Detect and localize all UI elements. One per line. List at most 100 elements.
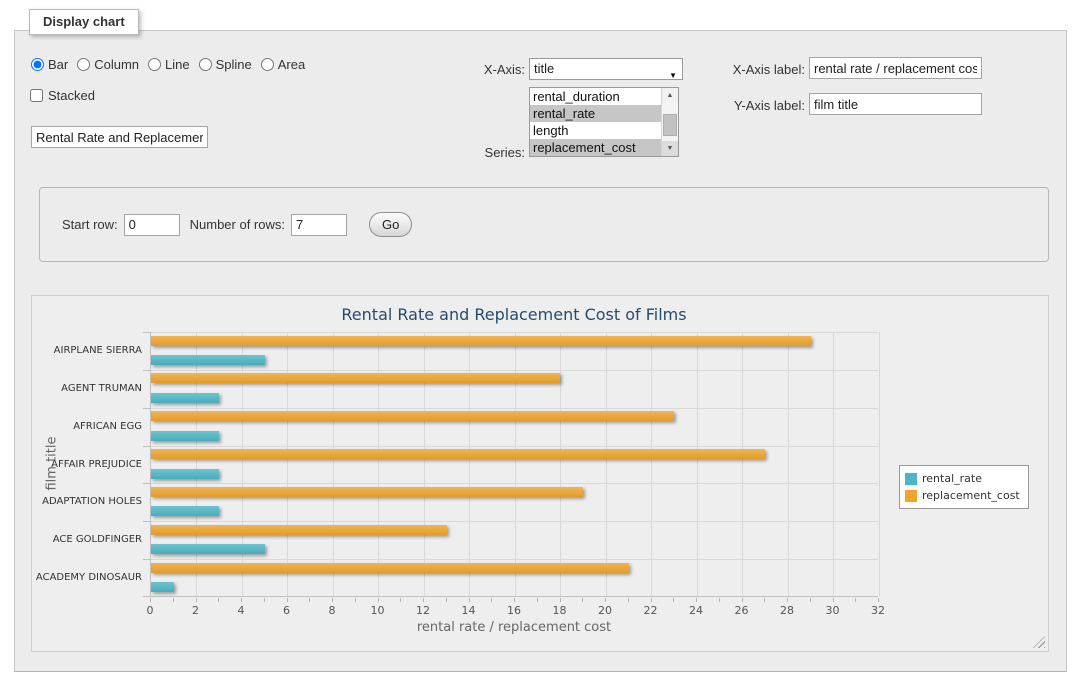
display-chart-fieldset: Display chart BarColumnLineSplineArea St… — [14, 30, 1067, 672]
start-row-input[interactable] — [124, 214, 180, 236]
category-tick — [143, 408, 150, 409]
gridline — [242, 332, 243, 596]
x-axis-tick — [696, 598, 697, 602]
legend-item-replacement_cost[interactable]: replacement_cost — [905, 487, 1020, 504]
legend-label: replacement_cost — [922, 489, 1020, 502]
scroll-down-icon[interactable]: ▼ — [662, 141, 678, 156]
y-axis-label-label: Y-Axis label: — [645, 98, 805, 113]
stacked-checkbox-row: Stacked — [30, 88, 95, 103]
legend-swatch-icon — [905, 490, 917, 502]
go-button[interactable]: Go — [369, 212, 412, 237]
gridline — [469, 332, 470, 596]
series-option-length[interactable]: length — [530, 122, 661, 139]
chart-type-option-line: Line — [148, 57, 190, 72]
legend-item-rental_rate[interactable]: rental_rate — [905, 470, 1020, 487]
x-axis-tick-label: 30 — [818, 604, 848, 617]
x-axis-tick — [833, 598, 834, 602]
x-axis-tick — [719, 598, 720, 602]
category-tick — [143, 559, 150, 560]
scrollbar-thumb[interactable] — [663, 114, 677, 136]
x-axis-tick-label: 24 — [681, 604, 711, 617]
x-axis-tick — [241, 598, 242, 602]
x-axis-tick — [423, 598, 424, 602]
chart-type-radio-spline[interactable] — [199, 58, 212, 71]
chart-type-option-column: Column — [77, 57, 139, 72]
gridline — [333, 332, 334, 596]
x-axis-tick — [196, 598, 197, 602]
category-label: AFRICAN EGG — [34, 421, 142, 432]
bar-replacement_cost — [151, 411, 674, 421]
bar-replacement_cost — [151, 487, 583, 497]
legend-swatch-icon — [905, 473, 917, 485]
chart-title-input[interactable] — [31, 126, 208, 148]
number-of-rows-input[interactable] — [291, 214, 347, 236]
chart-type-option-spline: Spline — [199, 57, 252, 72]
bar-rental_rate — [151, 506, 219, 516]
gridline — [151, 521, 878, 522]
y-axis-label-input[interactable] — [809, 93, 982, 115]
legend-label: rental_rate — [922, 472, 982, 485]
x-axis-tick-label: 10 — [363, 604, 393, 617]
x-axis-tick-label: 18 — [545, 604, 575, 617]
x-axis-tick-label: 0 — [135, 604, 165, 617]
x-axis-tick — [173, 598, 174, 602]
x-axis-tick — [810, 598, 811, 602]
x-axis-tick — [742, 598, 743, 602]
fieldset-legend: Display chart — [29, 9, 139, 35]
chart-type-label: Line — [165, 57, 190, 72]
x-axis-tick — [514, 598, 515, 602]
category-tick — [143, 521, 150, 522]
x-axis-select-label: X-Axis: — [405, 62, 525, 77]
category-label: AIRPLANE SIERRA — [34, 345, 142, 356]
number-of-rows-label: Number of rows: — [190, 217, 285, 232]
gridline — [151, 446, 878, 447]
gridline — [833, 332, 834, 596]
bar-rental_rate — [151, 544, 265, 554]
x-axis-tick — [605, 598, 606, 602]
bar-rental_rate — [151, 582, 174, 592]
x-axis-tick — [560, 598, 561, 602]
x-axis-tick — [628, 598, 629, 602]
series-option-replacement_cost[interactable]: replacement_cost — [530, 139, 661, 156]
x-axis-tick — [651, 598, 652, 602]
chart-title: Rental Rate and Replacement Cost of Film… — [150, 305, 878, 324]
x-axis-tick — [878, 598, 879, 602]
chart-type-radio-column[interactable] — [77, 58, 90, 71]
gridline — [651, 332, 652, 596]
x-axis-tick-label: 20 — [590, 604, 620, 617]
gridline — [879, 332, 880, 596]
stacked-label: Stacked — [48, 88, 95, 103]
x-axis-tick — [400, 598, 401, 602]
resize-handle-icon[interactable] — [1033, 636, 1045, 648]
gridline — [560, 332, 561, 596]
category-label: AFFAIR PREJUDICE — [34, 459, 142, 470]
x-axis-tick — [218, 598, 219, 602]
x-axis-tick — [332, 598, 333, 602]
gridline — [742, 332, 743, 596]
bar-replacement_cost — [151, 563, 629, 573]
x-axis-tick — [150, 598, 151, 602]
chart-type-radio-area[interactable] — [261, 58, 274, 71]
category-tick — [143, 332, 150, 333]
x-axis-tick-label: 32 — [863, 604, 893, 617]
chart-type-option-area: Area — [261, 57, 305, 72]
series-option-rental_rate[interactable]: rental_rate — [530, 105, 661, 122]
stacked-checkbox[interactable] — [30, 89, 43, 102]
gridline — [515, 332, 516, 596]
chart-type-option-bar: Bar — [31, 57, 68, 72]
x-axis-tick — [446, 598, 447, 602]
series-label: Series: — [405, 145, 525, 160]
gridline — [151, 559, 878, 560]
x-axis-tick — [287, 598, 288, 602]
x-axis-tick — [469, 598, 470, 602]
start-row-label: Start row: — [62, 217, 118, 232]
bar-replacement_cost — [151, 373, 560, 383]
chart-type-radio-line[interactable] — [148, 58, 161, 71]
bar-replacement_cost — [151, 449, 765, 459]
series-option-rental_duration[interactable]: rental_duration — [530, 88, 661, 105]
gridline — [151, 370, 878, 371]
gridline — [606, 332, 607, 596]
chart-type-radio-bar[interactable] — [31, 58, 44, 71]
x-axis-label-input[interactable] — [809, 57, 982, 79]
x-axis-tick-label: 6 — [272, 604, 302, 617]
